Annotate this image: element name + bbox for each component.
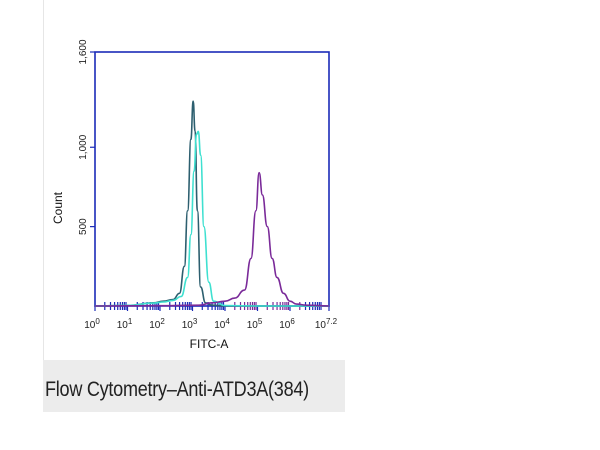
series-line-1 [94,100,329,307]
x-tick-label: 106 [279,317,295,331]
plot-frame [94,51,330,307]
x-axis-title: FITC-A [190,337,229,351]
y-axis: 500 1,000 1,600 [78,39,95,235]
x-tick-label: 102 [149,317,165,331]
series-line-2 [94,130,329,307]
histogram-series [94,100,330,307]
figure-subcaption [45,406,285,412]
x-tick-label: 100 [84,317,100,331]
x-tick-label: 104 [214,317,230,331]
x-tick-label: 101 [117,317,133,331]
y-axis-title: Count [51,191,65,224]
x-axis: 100 101 102 103 104 105 106 107.2 [84,306,338,331]
y-tick-label: 1,600 [78,39,89,64]
panel-border [43,0,44,360]
x-tick-label: 103 [182,317,198,331]
y-tick-label: 500 [78,218,89,235]
series-line-3 [94,171,330,307]
x-tick-label: 107.2 [315,317,338,331]
figure-panel [43,0,345,412]
y-tick-label: 1,000 [78,134,89,159]
x-tick-label: 105 [247,317,263,331]
flow-cytometry-histogram: 500 1,000 1,600 100 101 102 103 104 105 106 107.2… [51,39,338,351]
caption-bar [43,360,345,412]
figure-caption: Flow Cytometry–Anti-ATD3A(384) [45,378,309,401]
